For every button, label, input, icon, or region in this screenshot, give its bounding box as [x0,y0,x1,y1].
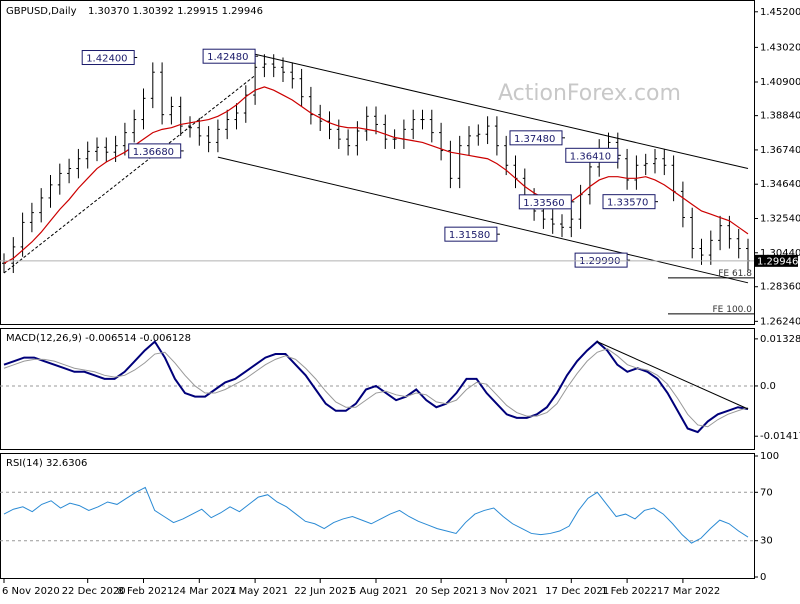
rsi-axis: 100 70 30 0 [0,451,779,583]
date-tick-label: 24 Mar 2021 [173,586,236,597]
moving-average-line [3,86,749,264]
rsi-line [3,486,749,544]
price-label-text: 1.36680 [133,147,174,158]
price-label-box [509,130,563,146]
price-tick-label: 1.40900 [760,77,800,88]
rsi-tick-label: 100 [760,451,779,462]
price-label-box [128,143,182,159]
date-tick-label: 20 Sep 2021 [415,586,478,597]
fe-level-label: FE 61.8 [718,269,752,279]
price-tick-label: 1.38840 [760,111,800,122]
price-label-text: 1.33560 [523,198,564,209]
price-candles [2,54,750,274]
date-tick-label: 8 Feb 2021 [118,586,174,597]
price-label-box [444,226,498,242]
macd-tick-label: 0.01328 [760,334,800,345]
price-tick-label: 1.30440 [760,248,800,259]
last-price-marker: 1.29946 [0,254,798,267]
macd-title: MACD(12,26,9) -0.006514 -0.006128 [6,333,191,344]
price-label-text: 1.29990 [579,256,620,267]
price-label-text: 1.42400 [86,54,127,65]
rsi-title: RSI(14) 32.6306 [6,458,87,469]
price-tick-label: 1.43020 [760,42,800,53]
price-label-box [565,147,619,163]
date-tick-label: 17 Dec 2021 [545,586,609,597]
price-label-text: 1.33570 [607,198,648,209]
price-label-box [518,194,572,210]
macd-tick-label: -0.014173 [760,431,800,442]
price-tick-label: 1.34640 [760,179,800,190]
price-label-text: 1.42480 [207,52,248,63]
watermark-text: ActionForex.com [498,81,681,106]
symbol-title: GBPUSD,Daily [6,6,77,17]
price-tick-label: 1.45200 [760,7,800,18]
rsi-line-path [3,486,749,544]
price-tick-label: 1.26240 [760,316,800,327]
last-price-badge [755,254,798,267]
moving-average [3,86,749,264]
price-tick-label: 1.28360 [760,282,800,293]
date-tick-label: 17 Mar 2022 [657,586,720,597]
rsi-tick-label: 70 [760,487,773,498]
rsi-tick-label: 0 [760,572,766,583]
price-tick-label: 1.32540 [760,213,800,224]
price-panel-frame [0,0,755,325]
trend-line [3,75,256,274]
date-tick-label: 7 May 2021 [229,586,288,597]
macd-lines [3,340,749,434]
date-tick-label: 5 Aug 2021 [350,586,408,597]
fe-levels: FE 61.8 FE 100.0 [668,269,754,315]
date-tick-label: 22 Dec 2020 [62,586,126,597]
macd-panel-frame [0,328,755,450]
signal-line [3,348,749,428]
price-label-box [81,50,135,66]
price-label-box [602,194,656,210]
macd-trend-line [596,341,749,410]
trend-line [217,156,749,284]
price-labels: 1.42400 1.42480 1.36680 1.37480 1.36410 1.335… [81,48,658,268]
trend-lines [3,53,749,284]
price-tick-label: 1.36740 [760,145,800,156]
last-price-label: 1.29946 [757,256,798,267]
fe-level-label: FE 100.0 [713,305,753,315]
macd-axis: 0.01328 0.0 -0.014173 [0,334,800,442]
price-axis: 1.45200 1.43020 1.40900 1.38840 1.36740 1.346… [754,7,800,327]
price-label-text: 1.31580 [449,230,490,241]
price-label-box [202,48,256,64]
rsi-tick-label: 30 [760,536,773,547]
date-tick-label: 1 Feb 2022 [601,586,657,597]
date-tick-label: 6 Nov 2020 [2,586,60,597]
ohlc-readout: 1.30370 1.30392 1.29915 1.29946 [88,6,263,17]
price-label-text: 1.37480 [514,134,555,145]
date-tick-label: 3 Nov 2021 [480,586,538,597]
price-label-text: 1.36410 [570,151,611,162]
macd-line [3,340,749,434]
macd-tick-label: 0.0 [760,381,776,392]
trend-line [254,53,749,170]
date-tick-label: 22 Jun 2021 [294,586,354,597]
rsi-panel-frame [0,453,755,579]
price-label-box [574,252,628,268]
